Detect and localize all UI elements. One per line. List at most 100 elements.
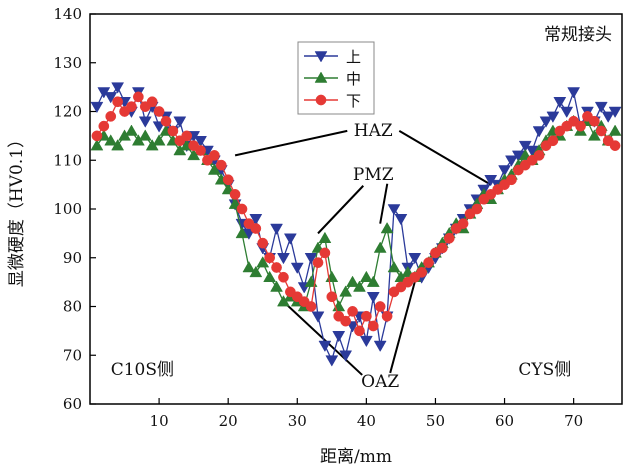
data-point <box>249 214 263 226</box>
data-point <box>207 163 221 175</box>
data-point <box>229 189 241 200</box>
data-point <box>209 150 220 161</box>
data-point <box>146 96 158 108</box>
series-3 <box>91 91 621 337</box>
data-point <box>601 111 615 123</box>
data-point <box>304 253 318 265</box>
y-tick-label: 90 <box>63 249 82 267</box>
x-tick-label: 30 <box>288 412 307 430</box>
data-point <box>98 120 110 132</box>
data-point <box>125 124 138 136</box>
data-point <box>366 275 380 287</box>
data-point <box>423 257 434 268</box>
data-point <box>589 115 600 127</box>
legend-label: 下 <box>346 92 361 110</box>
data-point <box>325 355 339 367</box>
data-point <box>416 267 427 278</box>
data-point <box>505 155 518 167</box>
data-point <box>153 106 165 117</box>
data-point <box>257 237 269 249</box>
data-point <box>608 106 622 119</box>
data-point <box>546 111 560 123</box>
x-tick-label: 70 <box>564 412 583 430</box>
data-point <box>195 145 206 156</box>
data-point <box>560 106 574 119</box>
data-point <box>532 126 546 138</box>
data-point <box>380 221 394 234</box>
data-point <box>111 139 125 151</box>
data-point <box>381 310 393 322</box>
legend-item: 上 <box>304 48 361 66</box>
x-tick-label: 50 <box>426 412 445 430</box>
data-point <box>539 116 553 128</box>
data-point <box>138 116 152 128</box>
data-point <box>283 233 297 245</box>
data-point <box>222 174 234 186</box>
data-point <box>173 116 187 128</box>
annotation-pointer <box>389 281 416 374</box>
data-point <box>340 315 351 327</box>
y-tick-label: 100 <box>53 200 82 218</box>
data-point <box>387 260 401 273</box>
legend-label: 中 <box>346 70 361 88</box>
data-point <box>194 136 207 148</box>
data-point <box>90 101 104 114</box>
chart-title: 常规接头 <box>544 25 612 45</box>
data-point <box>595 125 607 137</box>
data-point <box>575 120 586 132</box>
data-point <box>249 265 263 278</box>
data-point <box>339 350 353 362</box>
data-point <box>112 96 123 108</box>
data-point <box>346 275 359 287</box>
data-point <box>305 301 317 312</box>
data-point <box>373 340 387 353</box>
y-tick-label: 110 <box>53 151 82 169</box>
data-point <box>359 270 373 282</box>
data-point <box>408 253 422 265</box>
data-point <box>567 87 581 99</box>
annotation-pointer <box>317 185 364 235</box>
data-point <box>319 247 331 259</box>
data-point <box>250 223 262 234</box>
data-point <box>290 262 304 275</box>
annotation-label: PMZ <box>353 165 394 185</box>
y-axis-title: 显微硬度（HV0.1） <box>7 131 27 287</box>
data-point <box>361 310 372 322</box>
data-point <box>235 226 249 239</box>
annotation-label: HAZ <box>354 121 393 141</box>
data-point <box>277 253 290 265</box>
data-point <box>90 139 104 151</box>
legend-label: 上 <box>346 48 361 66</box>
data-point <box>437 242 448 254</box>
data-point <box>394 214 408 226</box>
y-tick-label: 140 <box>53 5 82 23</box>
data-point <box>138 129 152 141</box>
data-point <box>270 280 283 292</box>
data-point <box>256 256 270 268</box>
legend-item: 中 <box>304 70 361 88</box>
y-tick-label: 60 <box>63 395 82 413</box>
x-tick-label: 60 <box>495 412 514 430</box>
data-point <box>359 335 373 348</box>
data-point <box>533 150 545 161</box>
data-point <box>105 111 117 122</box>
data-point <box>332 331 346 343</box>
data-point <box>373 241 387 253</box>
data-point <box>326 291 338 303</box>
data-point <box>91 130 103 142</box>
data-point <box>339 285 353 297</box>
x-tick-label: 20 <box>219 412 238 430</box>
data-point <box>263 270 277 282</box>
data-point <box>347 306 358 317</box>
data-point <box>160 115 172 127</box>
data-point <box>443 232 455 244</box>
y-tick-label: 120 <box>53 103 82 121</box>
annotation-pointer <box>398 130 492 186</box>
data-point <box>236 203 248 215</box>
data-point <box>387 204 401 216</box>
data-point <box>242 260 256 273</box>
data-point <box>111 82 125 94</box>
data-point <box>608 124 622 136</box>
data-point <box>609 140 621 151</box>
